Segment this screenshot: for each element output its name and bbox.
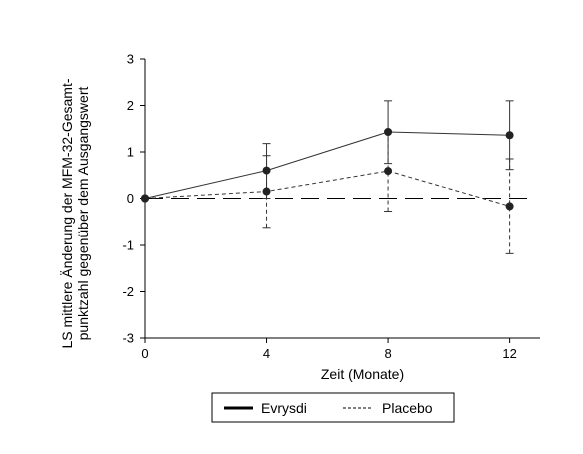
x-tick-label: 12 xyxy=(502,346,516,361)
series-line-placebo xyxy=(144,170,510,207)
data-point-placebo xyxy=(384,167,393,176)
data-point-evrysdi xyxy=(384,128,393,137)
x-tick-label: 8 xyxy=(384,346,391,361)
y-tick-label: 3 xyxy=(127,52,134,67)
legend: Evrysdi Placebo xyxy=(211,392,455,423)
y-axis-title-line-2: punktzahl gegenüber dem Ausgangswert xyxy=(75,87,91,341)
x-tick-label: 0 xyxy=(141,346,148,361)
series-line-evrysdi xyxy=(144,131,510,199)
y-tick-label: 1 xyxy=(127,145,134,160)
data-point-placebo xyxy=(141,194,149,203)
y-axis-title: LS mittlere Änderung der MFM-32-Gesamt- … xyxy=(59,78,91,348)
series-group xyxy=(141,100,514,254)
x-axis-title: Zeit (Monate) xyxy=(321,366,404,382)
y-tick-label: -1 xyxy=(122,238,134,253)
x-tick-label: 4 xyxy=(263,346,270,361)
y-tick-label: -3 xyxy=(122,331,134,346)
legend-label-placebo: Placebo xyxy=(382,400,433,416)
y-tick-label: 0 xyxy=(127,191,134,206)
data-point-evrysdi xyxy=(505,131,514,140)
y-tick-label: -2 xyxy=(122,284,134,299)
legend-label-evrysdi: Evrysdi xyxy=(261,400,307,416)
data-point-evrysdi xyxy=(262,166,271,175)
x-ticks: 0 4 8 12 xyxy=(141,338,517,361)
y-tick-label: 2 xyxy=(127,98,134,113)
data-point-placebo xyxy=(262,187,271,196)
y-ticks: 3 2 1 0 -1 -2 -3 xyxy=(122,52,145,346)
y-axis-title-line-1: LS mittlere Änderung der MFM-32-Gesamt- xyxy=(59,78,75,348)
data-point-placebo xyxy=(505,202,514,211)
